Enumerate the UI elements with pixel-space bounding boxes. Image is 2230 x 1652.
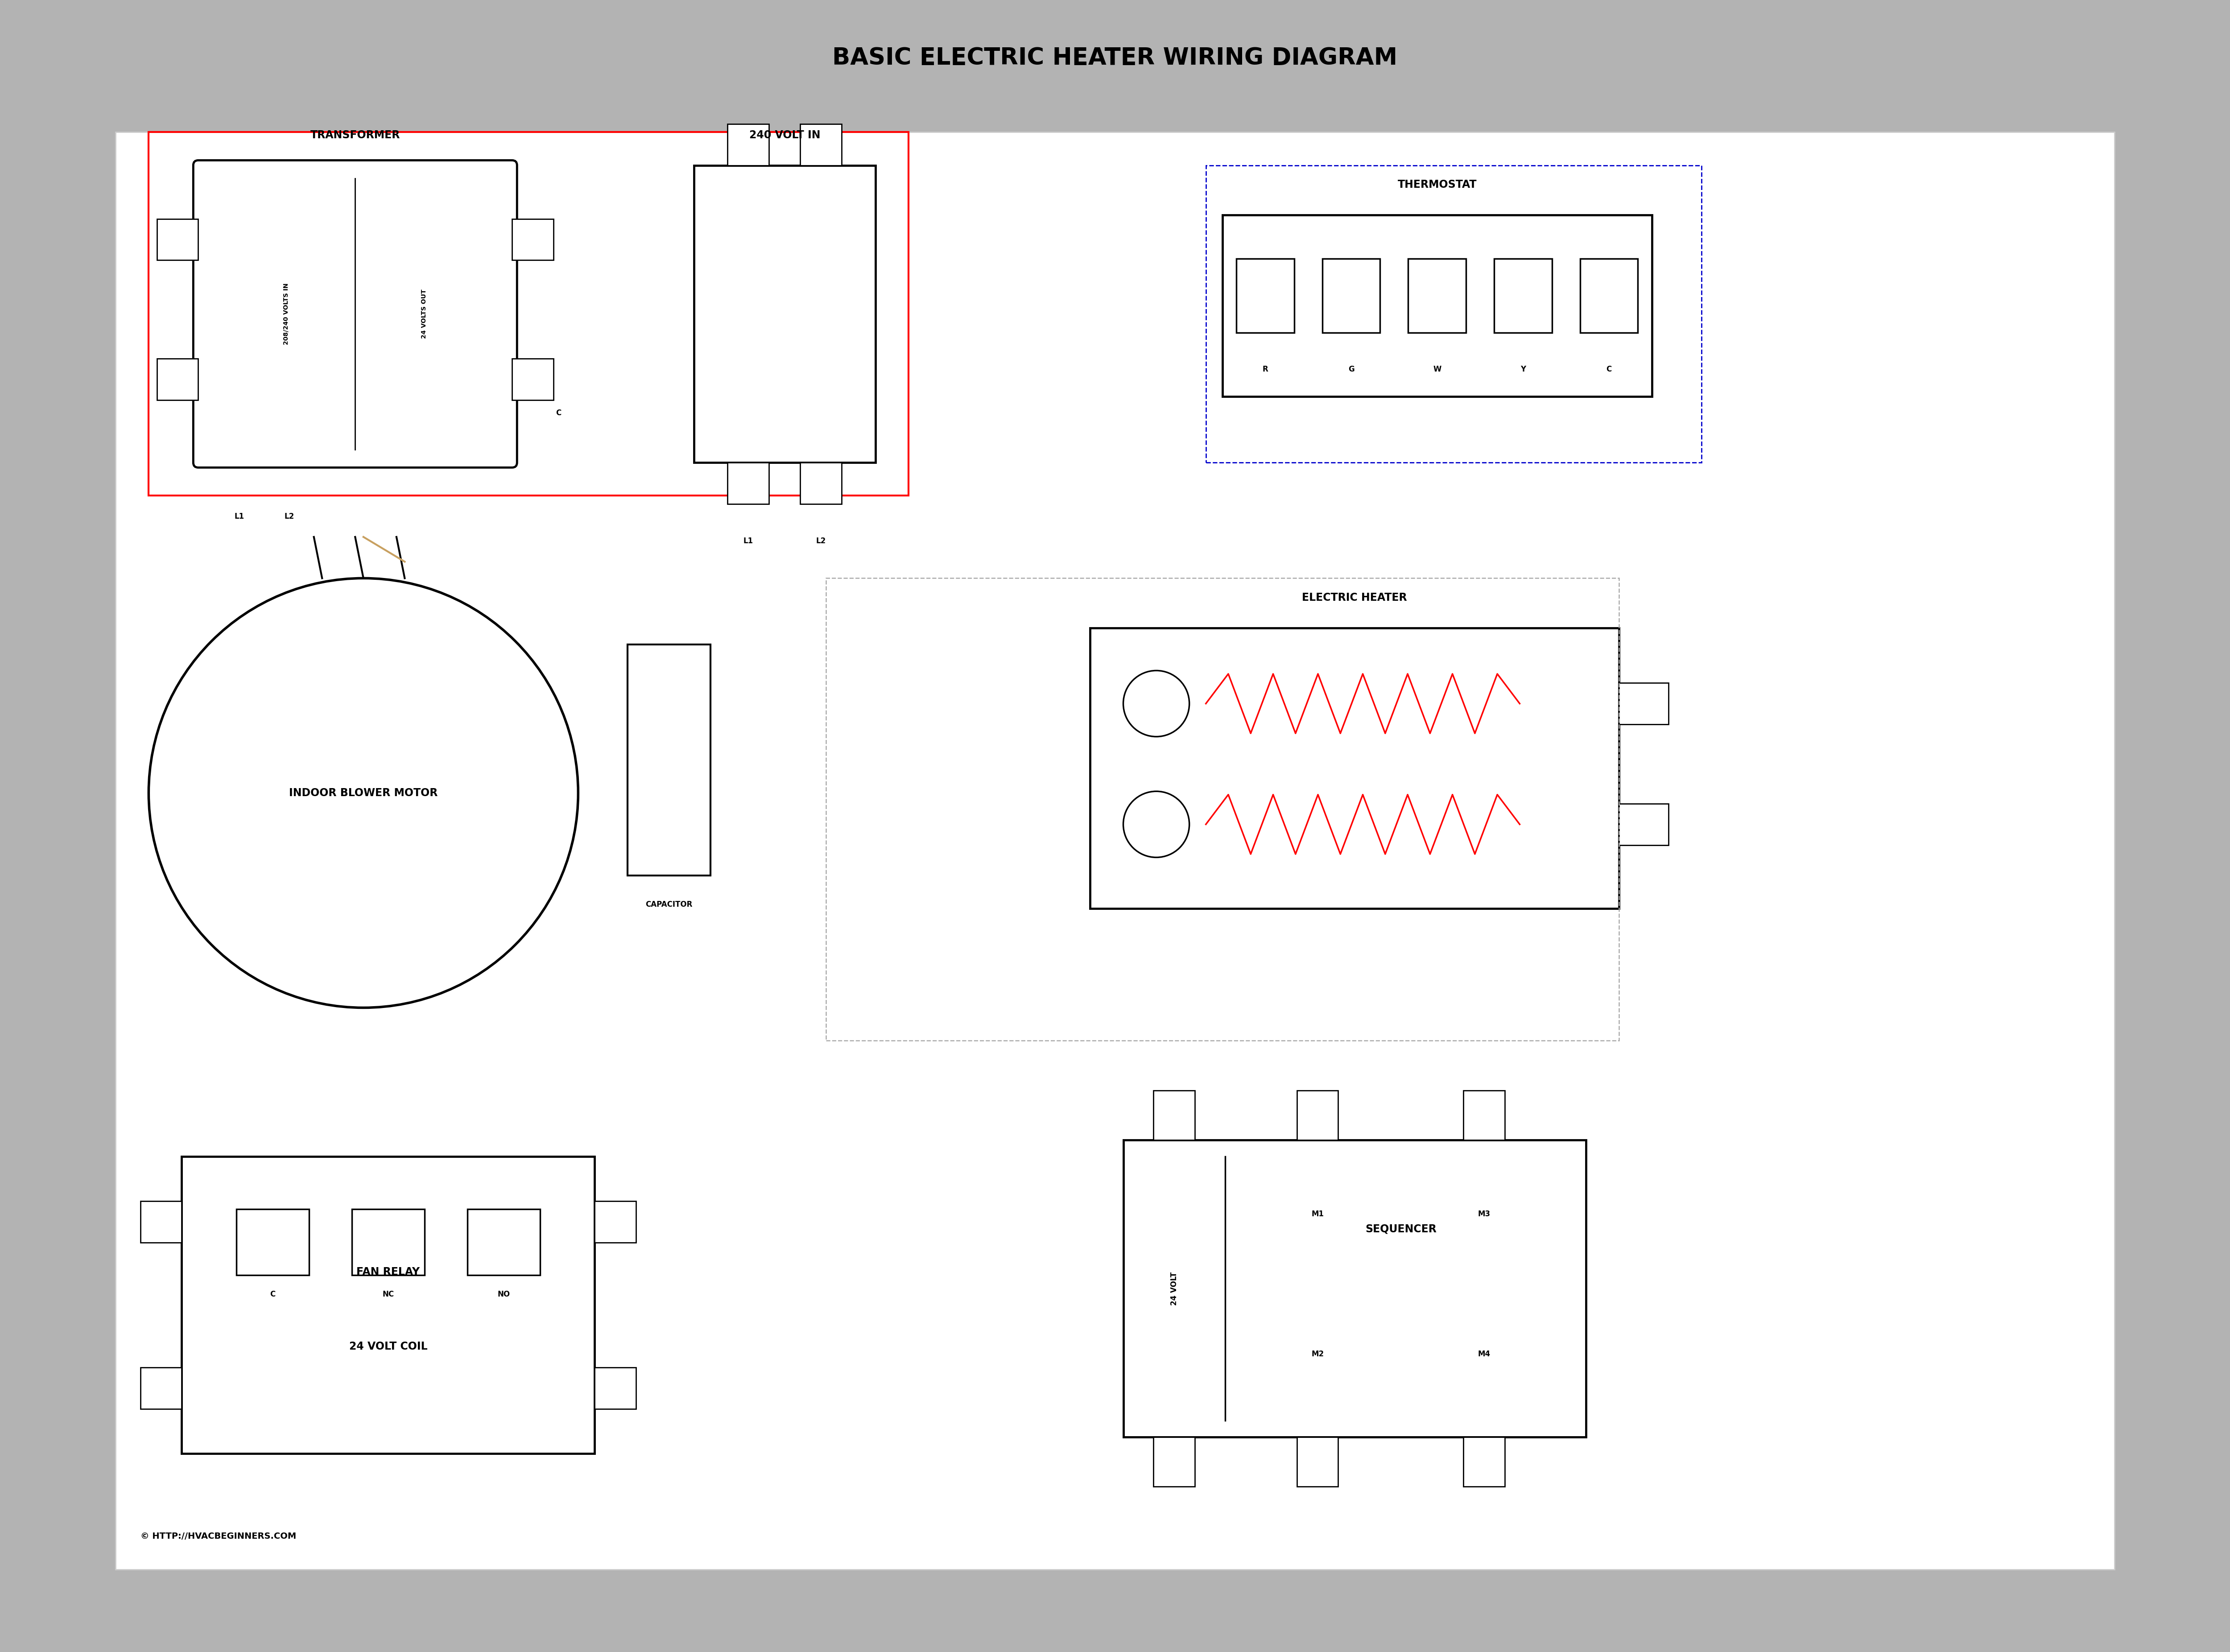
Text: BASIC ELECTRIC HEATER WIRING DIAGRAM: BASIC ELECTRIC HEATER WIRING DIAGRAM [832, 46, 1398, 69]
FancyBboxPatch shape [1235, 259, 1293, 334]
FancyBboxPatch shape [1298, 1437, 1338, 1487]
FancyBboxPatch shape [236, 1209, 310, 1275]
Text: Y: Y [1521, 365, 1525, 373]
Text: M4: M4 [1478, 1350, 1490, 1358]
FancyBboxPatch shape [1222, 215, 1652, 396]
FancyBboxPatch shape [513, 220, 553, 261]
Text: THERMOSTAT: THERMOSTAT [1398, 180, 1476, 190]
Text: R: R [1262, 365, 1269, 373]
Text: TRANSFORMER: TRANSFORMER [310, 131, 399, 140]
Text: 24 VOLT: 24 VOLT [1171, 1272, 1177, 1305]
Text: L2: L2 [816, 537, 825, 545]
FancyBboxPatch shape [727, 463, 769, 504]
FancyBboxPatch shape [1322, 259, 1380, 334]
FancyBboxPatch shape [694, 165, 876, 463]
FancyBboxPatch shape [1153, 1090, 1195, 1140]
FancyBboxPatch shape [181, 1156, 595, 1454]
FancyBboxPatch shape [595, 1201, 636, 1242]
Text: NO: NO [497, 1290, 511, 1298]
Text: L1: L1 [234, 512, 245, 520]
Text: FAN RELAY: FAN RELAY [357, 1267, 419, 1277]
FancyBboxPatch shape [1463, 1090, 1505, 1140]
FancyBboxPatch shape [1581, 259, 1637, 334]
Text: SEQUENCER: SEQUENCER [1365, 1224, 1436, 1234]
FancyBboxPatch shape [156, 220, 198, 261]
FancyBboxPatch shape [1619, 805, 1668, 844]
Text: C: C [270, 1290, 274, 1298]
Text: CAPACITOR: CAPACITOR [644, 900, 694, 909]
Circle shape [1124, 791, 1189, 857]
FancyBboxPatch shape [801, 124, 841, 165]
FancyBboxPatch shape [627, 644, 711, 876]
FancyBboxPatch shape [1124, 1140, 1586, 1437]
Circle shape [1124, 671, 1189, 737]
FancyBboxPatch shape [140, 1201, 181, 1242]
FancyBboxPatch shape [1494, 259, 1552, 334]
FancyBboxPatch shape [1298, 1090, 1338, 1140]
FancyBboxPatch shape [1407, 259, 1465, 334]
FancyBboxPatch shape [727, 124, 769, 165]
Text: 208/240 VOLTS IN: 208/240 VOLTS IN [283, 282, 290, 345]
FancyBboxPatch shape [156, 358, 198, 400]
Text: W: W [1434, 365, 1441, 373]
FancyBboxPatch shape [352, 1209, 424, 1275]
Text: M3: M3 [1478, 1211, 1490, 1218]
Text: L2: L2 [283, 512, 294, 520]
Text: C: C [555, 410, 562, 416]
FancyBboxPatch shape [116, 132, 2114, 1569]
Text: C: C [1606, 365, 1612, 373]
FancyBboxPatch shape [1463, 1437, 1505, 1487]
FancyBboxPatch shape [1619, 682, 1668, 724]
FancyBboxPatch shape [468, 1209, 540, 1275]
Text: L1: L1 [743, 537, 754, 545]
Circle shape [149, 578, 578, 1008]
Text: INDOOR BLOWER MOTOR: INDOOR BLOWER MOTOR [290, 788, 437, 798]
Text: M2: M2 [1311, 1350, 1325, 1358]
FancyBboxPatch shape [801, 463, 841, 504]
Text: G: G [1349, 365, 1354, 373]
FancyBboxPatch shape [1153, 1437, 1195, 1487]
FancyBboxPatch shape [140, 1368, 181, 1409]
Text: NC: NC [381, 1290, 395, 1298]
FancyBboxPatch shape [194, 160, 517, 468]
FancyBboxPatch shape [1090, 628, 1619, 909]
Text: 24 VOLTS OUT: 24 VOLTS OUT [421, 289, 428, 339]
FancyBboxPatch shape [595, 1368, 636, 1409]
Text: © HTTP://HVACBEGINNERS.COM: © HTTP://HVACBEGINNERS.COM [140, 1531, 297, 1541]
Text: 24 VOLT COIL: 24 VOLT COIL [350, 1341, 428, 1351]
Text: M1: M1 [1311, 1211, 1325, 1218]
FancyBboxPatch shape [513, 358, 553, 400]
Text: 240 VOLT IN: 240 VOLT IN [749, 131, 821, 140]
Text: ELECTRIC HEATER: ELECTRIC HEATER [1302, 593, 1407, 603]
